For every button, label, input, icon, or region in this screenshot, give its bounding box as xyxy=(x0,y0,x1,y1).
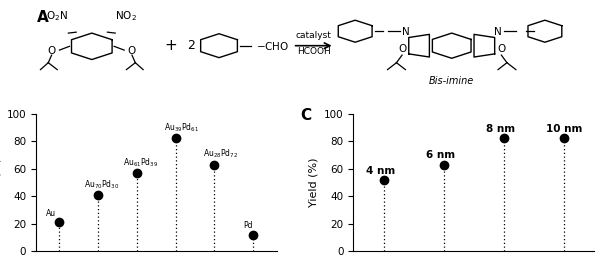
Text: Au$_{28}$Pd$_{72}$: Au$_{28}$Pd$_{72}$ xyxy=(203,148,238,160)
Text: 6 nm: 6 nm xyxy=(425,150,455,160)
Text: 2: 2 xyxy=(187,39,195,52)
Text: Pd: Pd xyxy=(244,221,253,231)
Y-axis label: Yield (%): Yield (%) xyxy=(0,158,1,207)
Text: N: N xyxy=(401,27,409,37)
Text: O: O xyxy=(47,46,56,56)
Text: $-$CHO: $-$CHO xyxy=(256,40,290,52)
Text: A: A xyxy=(37,10,49,25)
Text: HCOOH: HCOOH xyxy=(297,46,331,56)
Text: Au: Au xyxy=(46,209,56,218)
Text: Au$_{61}$Pd$_{39}$: Au$_{61}$Pd$_{39}$ xyxy=(123,156,158,169)
Text: +: + xyxy=(164,38,178,53)
Text: $\mathrm{NO_2}$: $\mathrm{NO_2}$ xyxy=(115,9,137,23)
Text: O: O xyxy=(497,44,505,54)
Text: O: O xyxy=(398,44,406,54)
Text: O: O xyxy=(128,46,136,56)
Text: 8 nm: 8 nm xyxy=(486,124,515,134)
Text: $\mathrm{O_2N}$: $\mathrm{O_2N}$ xyxy=(46,9,68,23)
Text: Bis-imine: Bis-imine xyxy=(429,76,475,86)
Text: catalyst: catalyst xyxy=(296,31,332,40)
Text: Au$_{70}$Pd$_{30}$: Au$_{70}$Pd$_{30}$ xyxy=(85,178,120,191)
Text: C: C xyxy=(301,108,311,123)
Text: Au$_{39}$Pd$_{61}$: Au$_{39}$Pd$_{61}$ xyxy=(164,122,199,134)
Y-axis label: Yield (%): Yield (%) xyxy=(308,158,319,207)
Text: 4 nm: 4 nm xyxy=(365,166,395,176)
Text: 10 nm: 10 nm xyxy=(546,124,582,134)
Text: N: N xyxy=(494,27,502,37)
